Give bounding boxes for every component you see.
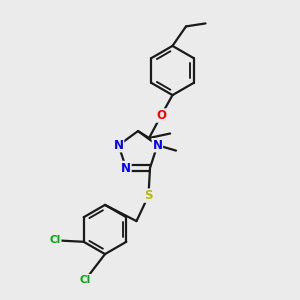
Text: S: S — [144, 189, 153, 202]
Text: O: O — [156, 109, 166, 122]
Text: N: N — [152, 139, 162, 152]
Text: Cl: Cl — [80, 274, 91, 285]
Text: N: N — [121, 161, 131, 175]
Text: N: N — [114, 139, 124, 152]
Text: Cl: Cl — [50, 235, 61, 245]
